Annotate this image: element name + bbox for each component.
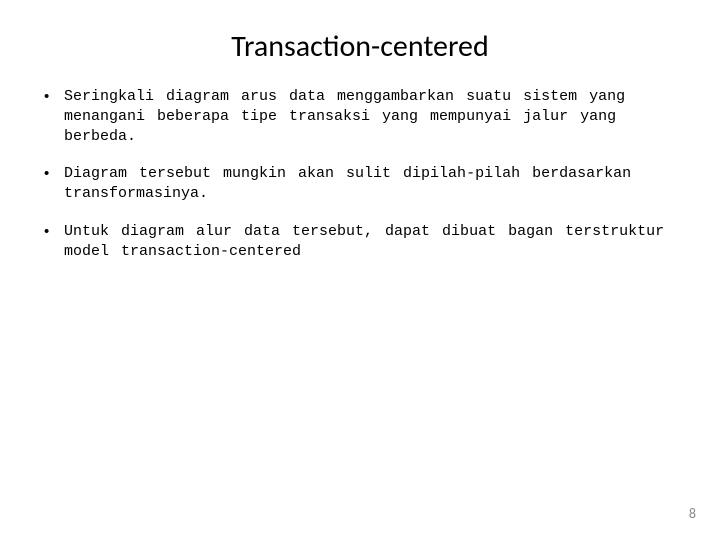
slide: Transaction-centered Seringkali diagram … [0,0,720,540]
bullet-item: Untuk diagram alur data tersebut, dapat … [40,222,676,262]
bullet-item: Diagram tersebut mungkin akan sulit dipi… [40,164,676,204]
page-number: 8 [689,505,696,522]
slide-title: Transaction-centered [38,28,682,65]
bullet-list: Seringkali diagram arus data menggambark… [38,87,682,262]
bullet-item: Seringkali diagram arus data menggambark… [40,87,676,146]
